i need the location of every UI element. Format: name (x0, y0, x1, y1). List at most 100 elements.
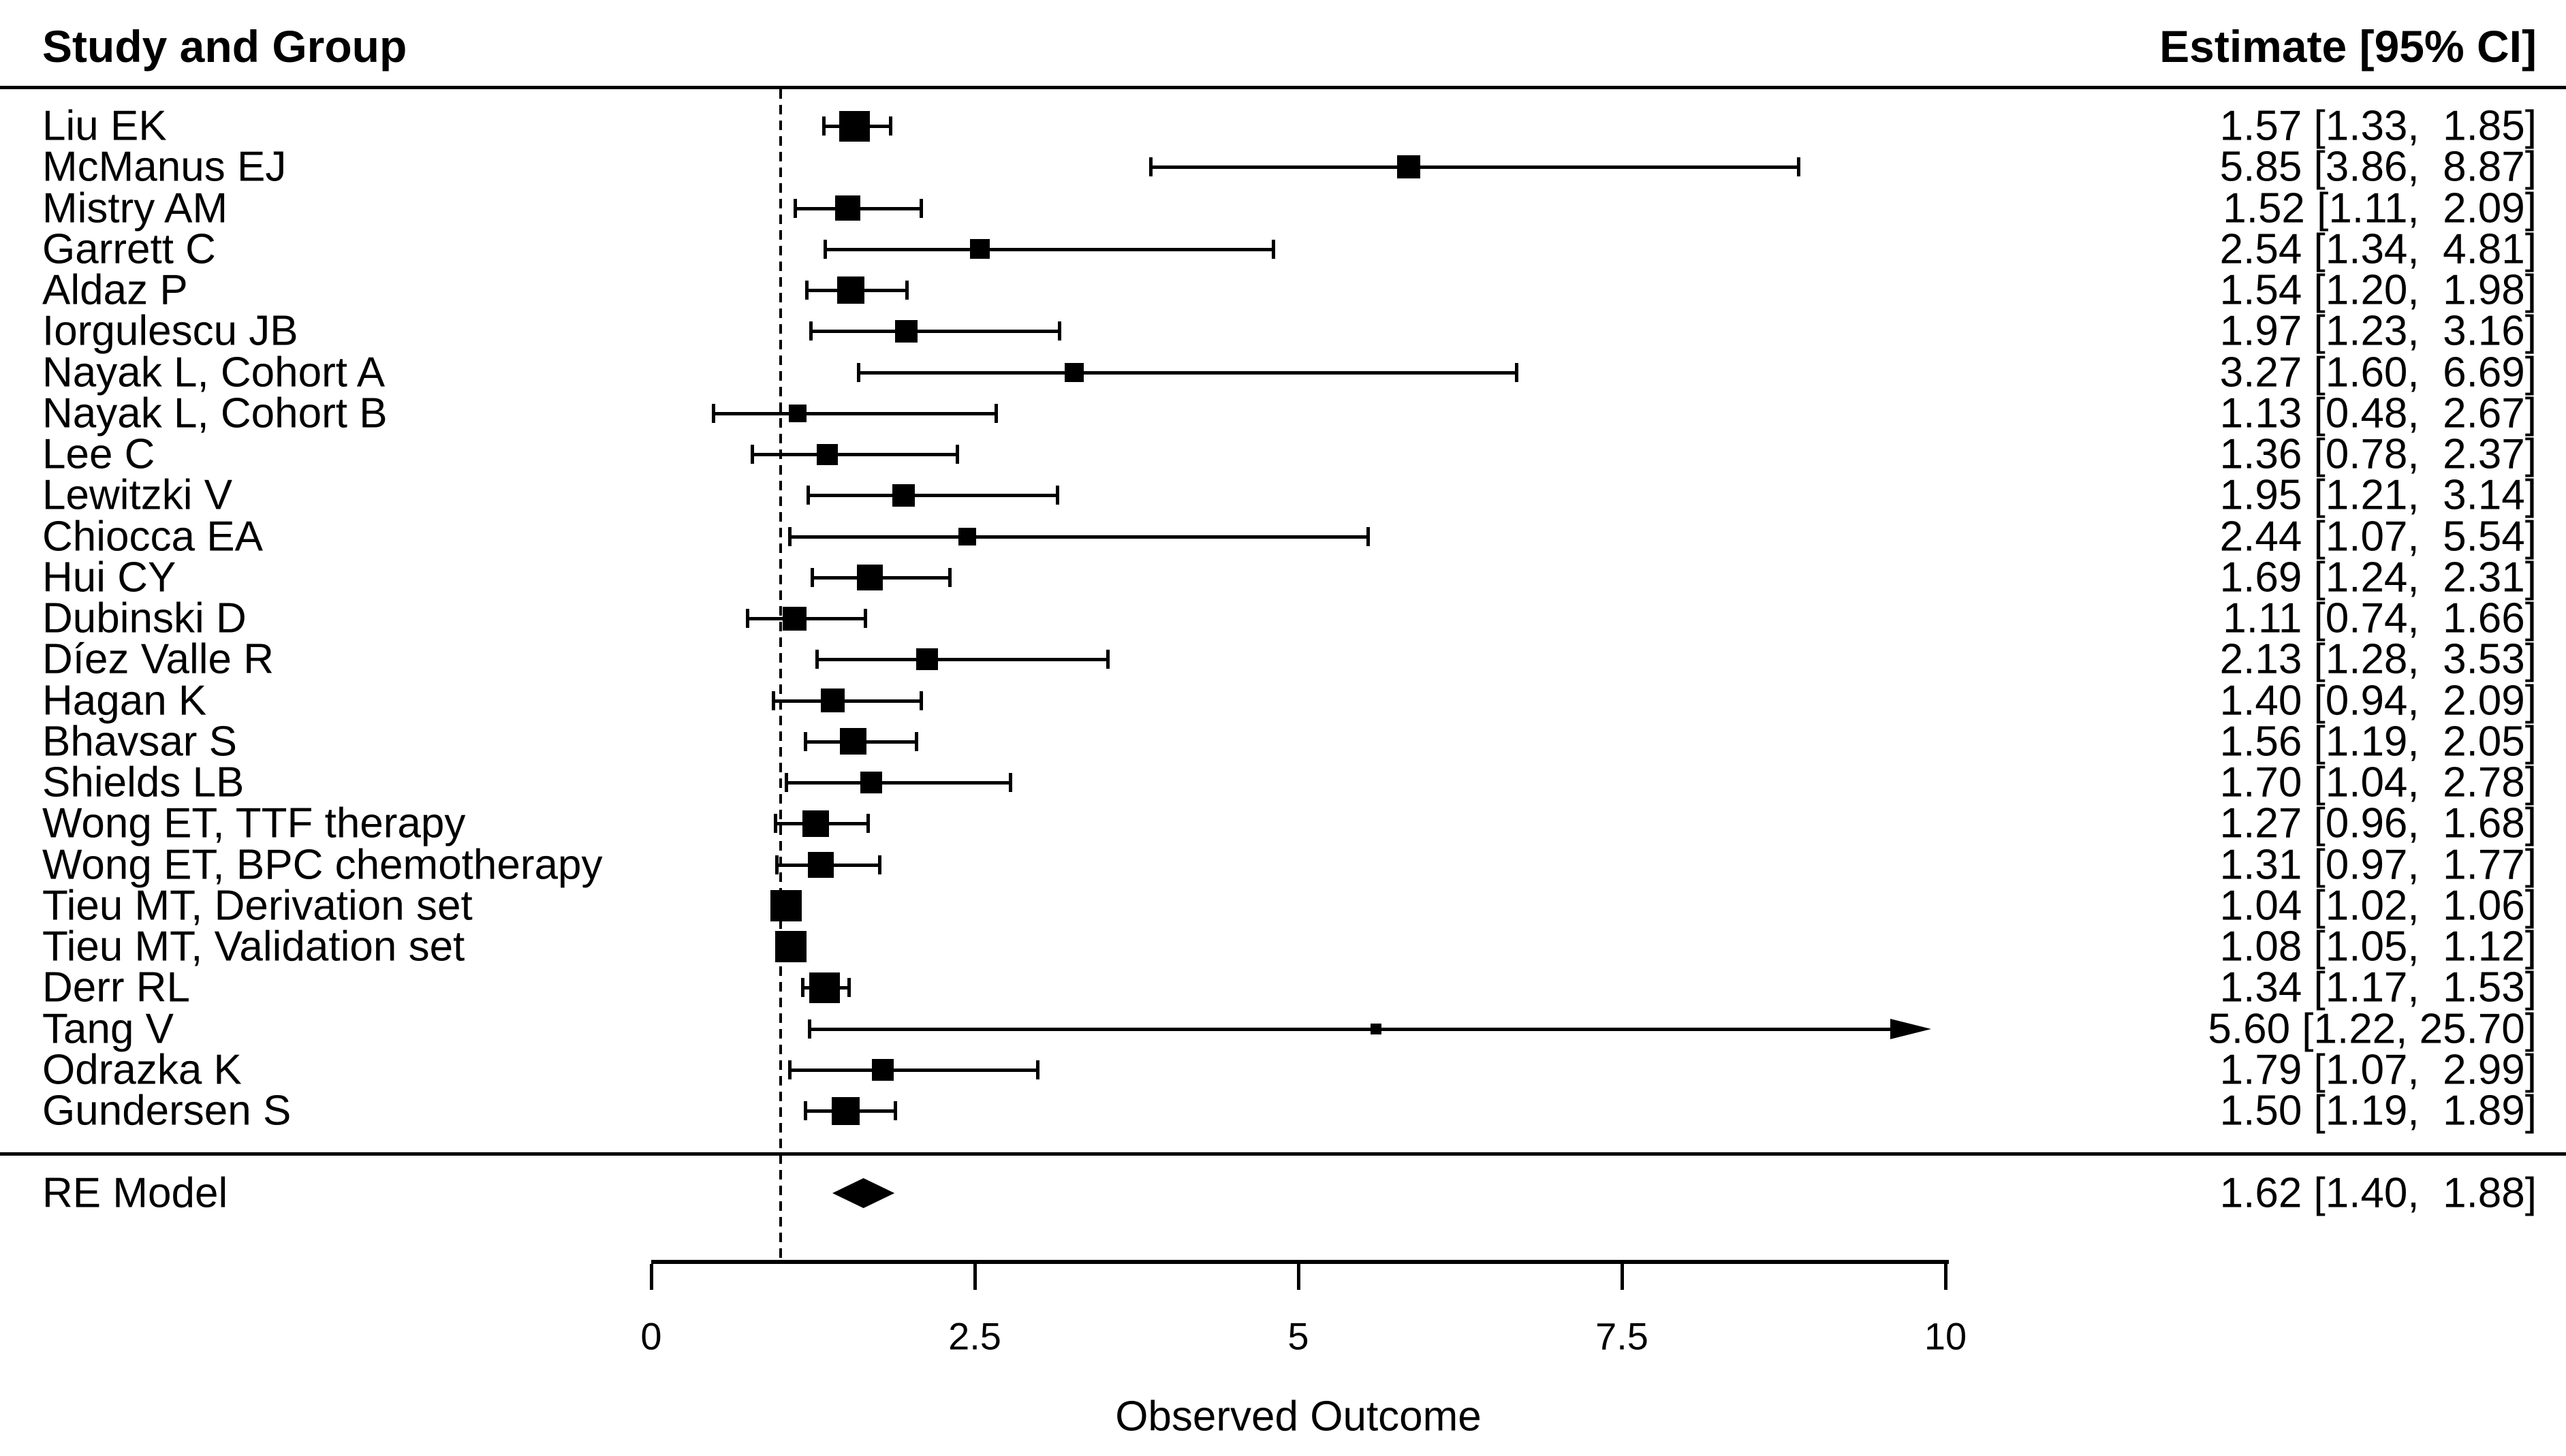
point-estimate-square (894, 319, 918, 343)
ci-cap-left (823, 239, 827, 259)
study-label: Mistry AM (42, 185, 228, 232)
ci-cap-left (784, 773, 788, 792)
study-estimate: 1.36 [0.78, 2.37] (2219, 430, 2537, 478)
study-estimate: 1.08 [1.05, 1.12] (2219, 923, 2537, 970)
ci-cap-right (995, 403, 999, 423)
ci-cap-left (805, 281, 809, 300)
ci-cap-left (807, 1019, 811, 1039)
ci-line (824, 247, 1274, 251)
study-label: Hagan K (42, 677, 207, 724)
point-estimate-square (816, 443, 838, 465)
ci-cap-right (878, 855, 882, 874)
study-estimate: 1.69 [1.24, 2.31] (2219, 554, 2537, 601)
point-estimate-square (872, 1058, 894, 1081)
ci-line (858, 370, 1518, 375)
point-estimate-square (802, 810, 829, 837)
ci-line (772, 699, 922, 703)
study-estimate: 2.13 [1.28, 3.53] (2219, 635, 2537, 683)
point-estimate-square (809, 972, 841, 1003)
ci-cap-left (771, 691, 775, 710)
point-estimate-square (783, 606, 807, 631)
ci-line (810, 330, 1061, 334)
x-axis-tick (973, 1264, 977, 1290)
ci-cap-left (745, 609, 749, 628)
point-estimate-square (958, 527, 976, 545)
ci-cap-left (822, 116, 826, 136)
ci-cap-left (712, 403, 716, 423)
study-label: McManus EJ (42, 143, 287, 191)
point-estimate-square (770, 889, 802, 921)
ci-line (807, 494, 1058, 498)
study-label: Tieu MT, Validation set (42, 923, 465, 970)
study-estimate: 1.50 [1.19, 1.89] (2219, 1087, 2537, 1135)
ci-cap-right (920, 691, 924, 710)
ci-cap-right (1515, 362, 1519, 382)
study-label: Wong ET, BPC chemotherapy (42, 841, 603, 888)
ci-cap-left (804, 1101, 808, 1120)
ci-line (1151, 165, 1800, 170)
ci-line (752, 453, 958, 456)
study-label: Tang V (42, 1005, 174, 1052)
point-estimate-square (788, 404, 807, 422)
point-estimate-square (835, 195, 861, 221)
study-label: Díez Valle R (42, 635, 274, 683)
ci-cap-left (857, 362, 860, 382)
re-model-diamond (832, 1178, 895, 1208)
study-label: Nayak L, Cohort B (42, 390, 388, 437)
ci-cap-right (948, 567, 952, 587)
ci-cap-right (1055, 486, 1059, 505)
ci-cap-left (815, 650, 819, 669)
column-header-study: Study and Group (42, 21, 407, 72)
ci-cap-left (788, 1060, 792, 1079)
study-estimate: 1.70 [1.04, 2.78] (2219, 759, 2537, 806)
summary-rule (0, 1152, 2566, 1156)
ci-cap-right (920, 198, 924, 218)
study-estimate: 1.11 [0.74, 1.66] (2223, 595, 2537, 642)
study-label: Iorgulescu JB (42, 307, 298, 355)
ci-cap-right (1797, 157, 1801, 177)
study-estimate: 1.40 [0.94, 2.09] (2219, 677, 2537, 724)
ci-cap-right (1271, 239, 1275, 259)
ci-cap-right (956, 445, 960, 464)
x-axis-tick-label: 5 (1287, 1314, 1309, 1358)
x-axis-tick (1297, 1264, 1300, 1290)
point-estimate-square (860, 772, 882, 793)
ci-cap-left (774, 814, 778, 834)
header-rule (0, 86, 2566, 89)
study-estimate: 1.56 [1.19, 2.05] (2219, 718, 2537, 765)
x-axis-line (651, 1260, 1949, 1264)
point-estimate-square (892, 484, 915, 507)
study-label: Nayak L, Cohort A (42, 349, 386, 396)
point-estimate-square (836, 276, 864, 304)
ci-cap-left (804, 731, 808, 751)
study-label: Dubinski D (42, 595, 247, 642)
study-estimate: 1.52 [1.11, 2.09] (2223, 185, 2537, 232)
study-label: Shields LB (42, 759, 245, 806)
x-axis-tick-label: 7.5 (1595, 1314, 1648, 1358)
study-estimate: 1.27 [0.96, 1.68] (2219, 800, 2537, 847)
ci-arrowhead (1890, 1018, 1931, 1039)
point-estimate-square (970, 239, 990, 259)
point-estimate-square (820, 689, 845, 712)
study-label: Aldaz P (42, 266, 188, 314)
ci-cap-right (1009, 773, 1013, 792)
x-axis-tick (1621, 1264, 1624, 1290)
study-estimate: 1.31 [0.97, 1.77] (2219, 841, 2537, 888)
study-label: Bhavsar S (42, 718, 238, 765)
study-estimate: 1.95 [1.21, 3.14] (2219, 471, 2537, 519)
study-label: Tieu MT, Derivation set (42, 882, 473, 930)
study-label: Gundersen S (42, 1087, 292, 1135)
study-label: Derr RL (42, 964, 191, 1011)
point-estimate-square (831, 1096, 860, 1125)
study-estimate: 1.57 [1.33, 1.85] (2219, 102, 2537, 150)
ci-cap-left (793, 198, 797, 218)
study-estimate: 5.60 [1.22, 25.70] (2208, 1005, 2537, 1052)
study-label: Wong ET, TTF therapy (42, 800, 466, 847)
ci-cap-right (847, 978, 851, 998)
point-estimate-square (1065, 362, 1084, 382)
study-estimate: 1.79 [1.07, 2.99] (2219, 1046, 2537, 1094)
ci-cap-right (888, 116, 892, 136)
reference-line (779, 89, 782, 1261)
point-estimate-square (839, 728, 866, 755)
study-label: Odrazka K (42, 1046, 242, 1094)
